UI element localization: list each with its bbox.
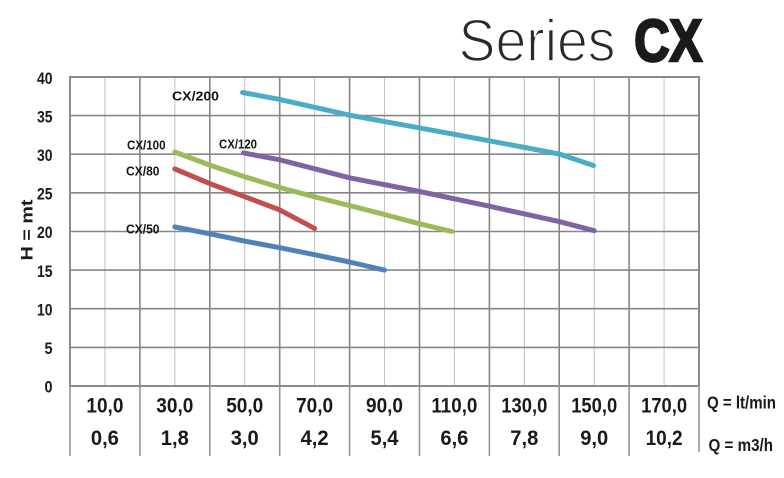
svg-text:CX/120: CX/120 [219, 137, 257, 151]
svg-text:170,0: 170,0 [641, 395, 687, 418]
svg-text:CX/200: CX/200 [172, 90, 219, 104]
svg-text:1,8: 1,8 [161, 427, 189, 450]
svg-text:CX: CX [634, 7, 702, 74]
svg-text:40: 40 [37, 69, 53, 88]
svg-text:5,4: 5,4 [371, 427, 399, 450]
svg-text:6,6: 6,6 [440, 427, 468, 450]
svg-text:CX/100: CX/100 [127, 139, 166, 153]
svg-text:9,0: 9,0 [580, 427, 608, 450]
svg-text:Q = m3/h: Q = m3/h [709, 435, 774, 455]
svg-text:Series: Series [459, 7, 616, 74]
svg-text:50,0: 50,0 [226, 395, 263, 418]
svg-text:10,0: 10,0 [86, 395, 123, 418]
svg-text:130,0: 130,0 [501, 395, 547, 418]
svg-text:Q = lt/min: Q = lt/min [707, 393, 776, 413]
svg-text:110,0: 110,0 [431, 395, 477, 418]
svg-text:150,0: 150,0 [571, 395, 617, 418]
svg-text:CX/80: CX/80 [126, 165, 160, 179]
svg-text:10: 10 [37, 300, 53, 319]
svg-text:5: 5 [45, 339, 53, 358]
svg-text:CX/50: CX/50 [126, 223, 160, 237]
svg-text:7,8: 7,8 [510, 427, 538, 450]
svg-text:0: 0 [45, 378, 53, 397]
svg-text:10,2: 10,2 [646, 427, 683, 450]
svg-text:25: 25 [37, 185, 53, 204]
svg-text:H = mt: H = mt [18, 199, 37, 260]
svg-text:20: 20 [37, 223, 53, 242]
svg-text:70,0: 70,0 [296, 395, 333, 418]
svg-text:35: 35 [37, 107, 53, 126]
svg-text:3,0: 3,0 [231, 427, 259, 450]
svg-text:90,0: 90,0 [366, 395, 403, 418]
svg-text:4,2: 4,2 [301, 427, 329, 450]
svg-text:30: 30 [37, 146, 53, 165]
svg-text:30,0: 30,0 [156, 395, 193, 418]
svg-text:15: 15 [37, 262, 53, 281]
svg-text:0,6: 0,6 [91, 427, 119, 450]
